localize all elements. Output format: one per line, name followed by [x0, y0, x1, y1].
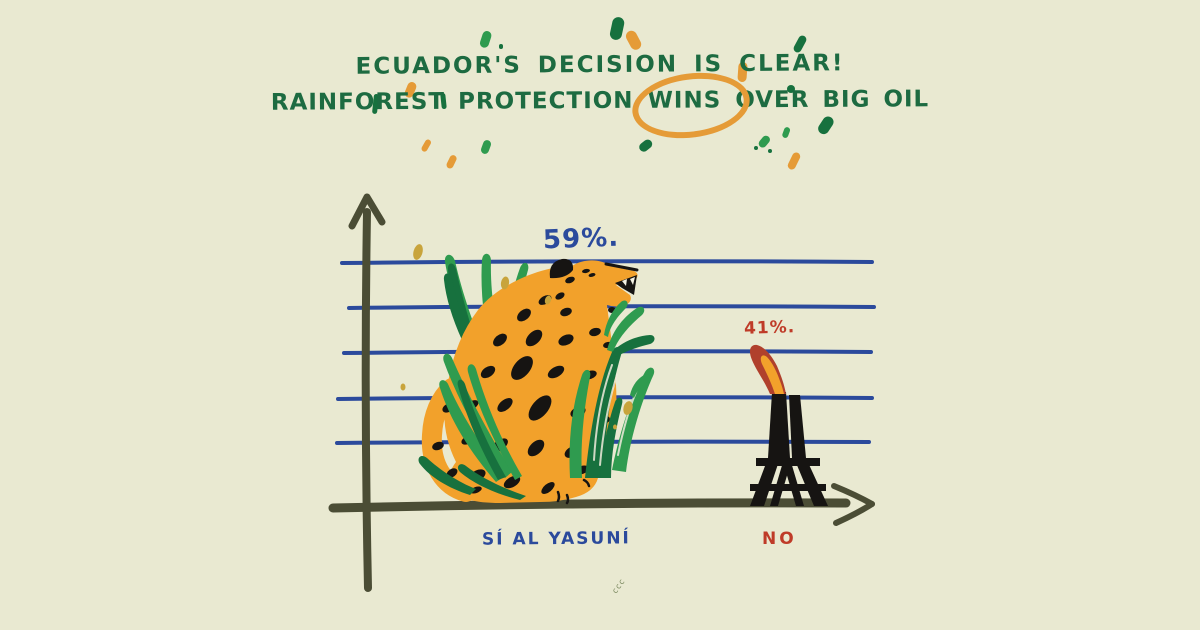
flame-icon — [749, 344, 786, 394]
title-line2-pre: RAINFOREST PROTECTION — [270, 87, 634, 116]
confetti — [372, 17, 834, 170]
value-label-no: 41%. — [743, 317, 796, 339]
jaguar-eye — [588, 273, 596, 277]
oil-derrick-icon — [750, 392, 828, 506]
title-block: ECUADOR'S DECISION IS CLEAR! RAINFOREST … — [0, 50, 1200, 145]
jaguar-snout-line — [604, 262, 639, 272]
jaguar-teeth — [622, 277, 635, 286]
page-title-line1: ECUADOR'S DECISION IS CLEAR! — [355, 50, 845, 80]
jaguar-claws — [556, 478, 591, 505]
signature-scribble: ccc — [610, 577, 627, 595]
rainforest-plants-right — [569, 346, 655, 478]
category-label-no: NO — [762, 529, 797, 549]
category-label-si: SÍ AL YASUNÍ — [481, 528, 631, 550]
x-axis — [328, 483, 875, 526]
gold-accents — [400, 244, 633, 430]
y-axis — [348, 193, 386, 592]
value-label-si: 59%. — [542, 222, 620, 256]
jaguar-ear — [549, 258, 574, 279]
rainforest-sprig-head — [604, 300, 655, 357]
title-wins-wrap: WINS — [627, 66, 753, 145]
title-line2-post: OVER BIG OIL — [735, 86, 930, 114]
page-title-line2: RAINFOREST PROTECTION WINS OVER BIG OIL — [0, 66, 1200, 145]
rainforest-plants-left — [418, 353, 526, 500]
